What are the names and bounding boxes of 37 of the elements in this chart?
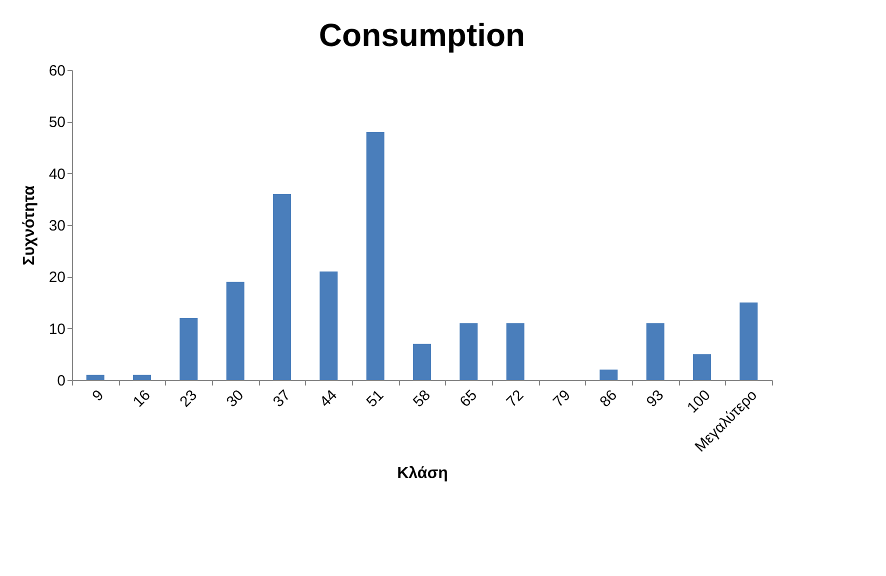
bar xyxy=(226,282,244,380)
y-tick-label: 50 xyxy=(48,114,66,132)
x-tick-label: 9 xyxy=(89,386,108,405)
bar xyxy=(600,370,618,380)
bar xyxy=(180,318,198,380)
x-tick-label: 16 xyxy=(130,386,154,411)
chart-title: Consumption xyxy=(318,17,526,53)
y-tick-label: 0 xyxy=(57,372,66,390)
x-axis-title: Κλάση xyxy=(397,464,448,482)
y-tick-label: 30 xyxy=(48,218,66,234)
y-tick-label: 10 xyxy=(48,320,66,338)
bar xyxy=(506,323,524,380)
bar xyxy=(740,302,758,380)
y-tick-label: 20 xyxy=(48,269,66,286)
x-tick-label: 72 xyxy=(503,386,528,411)
y-tick-label: 40 xyxy=(48,166,66,183)
x-tick-label: 79 xyxy=(550,386,574,411)
bar xyxy=(320,272,338,380)
x-tick-label: 65 xyxy=(456,386,480,411)
x-tick-label: 44 xyxy=(316,386,340,411)
bar xyxy=(133,374,151,380)
bar xyxy=(366,132,384,380)
bar xyxy=(413,344,431,380)
x-tick-label: 37 xyxy=(270,386,294,411)
bar xyxy=(693,354,711,380)
x-tick-label: 23 xyxy=(176,386,200,411)
x-tick-label: 30 xyxy=(223,386,248,411)
bar xyxy=(646,323,664,380)
y-axis-title: Συχνότητα xyxy=(20,185,38,266)
bar xyxy=(273,194,291,380)
bar xyxy=(86,374,104,380)
y-tick-label: 60 xyxy=(48,62,66,80)
x-tick-label: 86 xyxy=(596,386,620,411)
x-tick-label: 51 xyxy=(363,386,388,411)
x-tick-label: 58 xyxy=(410,386,434,411)
bar xyxy=(460,323,478,380)
x-tick-label: 93 xyxy=(643,386,668,411)
